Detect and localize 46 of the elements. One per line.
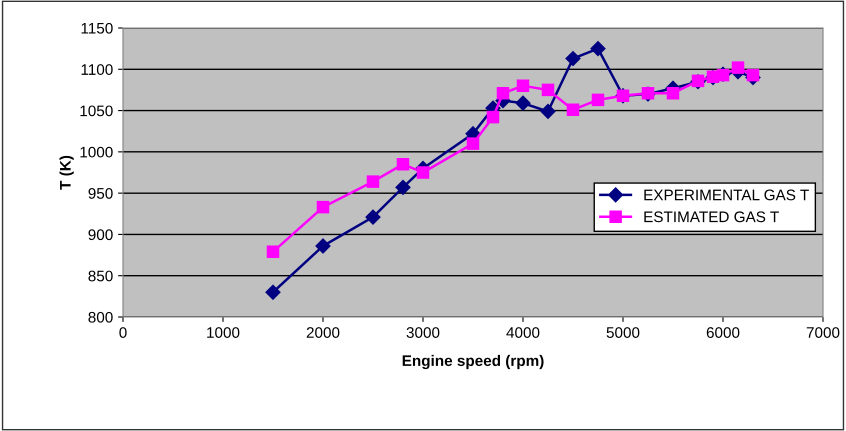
y-tick-label: 800 (88, 312, 113, 323)
x-tick-label: 3000 (406, 327, 440, 338)
x-tick-label: 1000 (207, 327, 240, 338)
point (416, 166, 430, 179)
point (265, 284, 281, 300)
point (395, 180, 411, 195)
point (316, 200, 330, 214)
point (746, 68, 760, 82)
legend-label: ESTIMATED GAS T (644, 211, 779, 222)
point (716, 68, 730, 82)
point (692, 74, 704, 88)
x-tick-label: 4000 (506, 327, 540, 338)
point (466, 137, 480, 150)
point (396, 158, 410, 170)
point (486, 110, 500, 124)
x-axis-title: Engine speed (rpm) (402, 354, 544, 370)
x-tick-label: 7000 (806, 327, 840, 338)
y-tick-label: 850 (88, 270, 113, 282)
y-tick-label: 1050 (80, 105, 113, 116)
point (515, 96, 531, 111)
legend-label: EXPERIMENTAL GAS T (644, 190, 809, 200)
point (590, 41, 606, 56)
point (516, 80, 530, 92)
point (592, 94, 604, 106)
point (365, 210, 381, 225)
y-tick-label: 1000 (80, 146, 113, 158)
point (266, 246, 280, 258)
x-tick-label: 5000 (606, 327, 640, 338)
point (540, 104, 556, 119)
point (642, 86, 654, 100)
point (666, 86, 680, 100)
point (732, 61, 744, 74)
y-tick-label: 1150 (82, 22, 113, 34)
x-tick-label: 6000 (706, 327, 740, 338)
point (565, 50, 581, 66)
y-tick-label: 1100 (82, 64, 113, 75)
x-tick-label: 2000 (306, 327, 340, 338)
y-tick-label: 900 (88, 229, 113, 240)
y-axis-title: T (K) (59, 156, 74, 190)
point (315, 238, 331, 254)
point (366, 175, 380, 188)
point (496, 86, 510, 100)
point (542, 84, 554, 96)
x-tick-label: 0 (119, 327, 127, 338)
point (566, 103, 580, 116)
y-tick-label: 950 (88, 188, 113, 199)
